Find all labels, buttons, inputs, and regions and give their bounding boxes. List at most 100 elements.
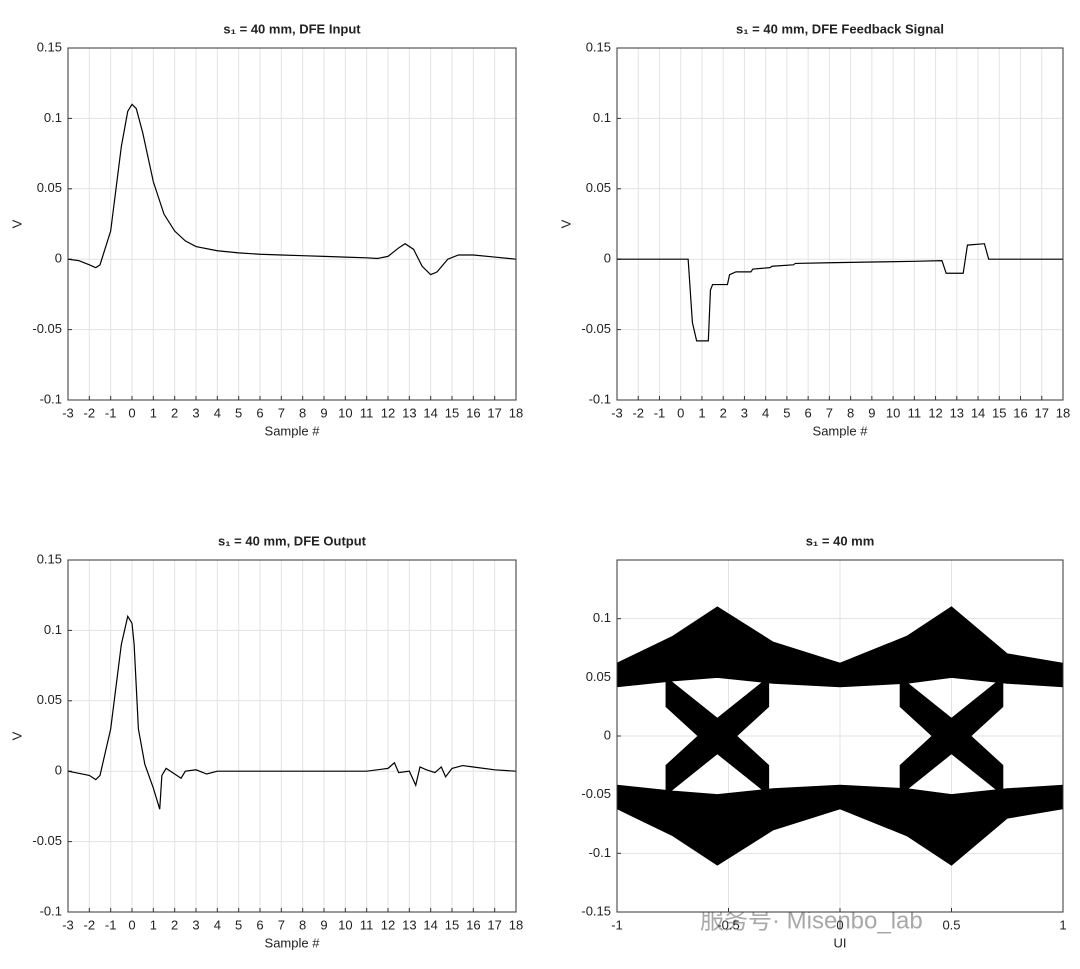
x-tick-label: 10 xyxy=(338,917,352,932)
x-tick-label: 0 xyxy=(128,917,135,932)
plot-area xyxy=(68,48,516,400)
x-tick-label: 9 xyxy=(320,405,327,420)
x-tick-label: 8 xyxy=(299,917,306,932)
x-tick-label: 17 xyxy=(487,405,501,420)
axes-frame xyxy=(616,47,1064,401)
x-tick-label: 18 xyxy=(509,405,523,420)
x-tick-label: 4 xyxy=(214,917,221,932)
chart-title: s₁ = 40 mm, DFE Feedback Signal xyxy=(736,21,944,36)
y-tick-label: -0.05 xyxy=(581,321,611,336)
y-tick-label: 0.1 xyxy=(44,110,62,125)
x-tick-label: 11 xyxy=(360,917,374,932)
y-axis-label: V xyxy=(9,219,24,228)
x-tick-label: -0.5 xyxy=(717,917,739,932)
x-tick-label: 0.5 xyxy=(942,917,960,932)
x-tick-label: -2 xyxy=(84,405,96,420)
x-tick-label: 13 xyxy=(950,405,964,420)
x-tick-label: 4 xyxy=(214,405,221,420)
x-tick-label: 18 xyxy=(1056,405,1070,420)
x-tick-label: 13 xyxy=(402,405,416,420)
y-tick-label: -0.1 xyxy=(40,903,62,918)
x-tick-label: 3 xyxy=(741,405,748,420)
y-tick-label: -0.1 xyxy=(589,391,611,406)
x-tick-label: 14 xyxy=(971,405,985,420)
x-tick-label: 12 xyxy=(928,405,942,420)
plot-area xyxy=(617,48,1063,400)
x-tick-label: 16 xyxy=(1013,405,1027,420)
x-tick-label: -2 xyxy=(632,405,644,420)
x-tick-label: -3 xyxy=(611,405,623,420)
x-tick-label: 3 xyxy=(192,405,199,420)
x-tick-label: 14 xyxy=(423,917,437,932)
chart-title: s₁ = 40 mm xyxy=(806,533,875,548)
x-tick-label: 4 xyxy=(762,405,769,420)
chart-title: s₁ = 40 mm, DFE Output xyxy=(218,533,367,548)
x-tick-label: -3 xyxy=(62,917,74,932)
x-tick-label: 5 xyxy=(235,917,242,932)
x-tick-label: 12 xyxy=(381,405,395,420)
x-tick-label: 1 xyxy=(150,917,157,932)
x-tick-label: 0 xyxy=(677,405,684,420)
x-tick-label: 3 xyxy=(192,917,199,932)
y-tick-label: 0 xyxy=(55,763,62,778)
x-tick-label: 2 xyxy=(720,405,727,420)
y-tick-label: 0.15 xyxy=(586,39,611,54)
signal-line xyxy=(67,614,517,810)
x-tick-label: 7 xyxy=(278,405,285,420)
x-tick-label: 1 xyxy=(1059,917,1066,932)
eye-band xyxy=(665,676,770,796)
x-tick-label: 10 xyxy=(886,405,900,420)
x-tick-label: -1 xyxy=(611,917,623,932)
y-tick-label: 0.1 xyxy=(593,110,611,125)
x-tick-label: 18 xyxy=(509,917,523,932)
y-tick-label: 0.05 xyxy=(586,180,611,195)
x-tick-label: 9 xyxy=(320,917,327,932)
y-axis-label: V xyxy=(9,731,24,740)
y-tick-label: 0.05 xyxy=(586,669,611,684)
x-axis-label: Sample # xyxy=(813,423,869,438)
x-tick-label: -1 xyxy=(105,917,117,932)
x-tick-label: 17 xyxy=(487,917,501,932)
y-tick-label: 0 xyxy=(604,727,611,742)
x-tick-label: -3 xyxy=(62,405,74,420)
x-tick-label: 5 xyxy=(783,405,790,420)
plot-area xyxy=(68,560,516,912)
x-tick-label: 15 xyxy=(445,917,459,932)
eye-band xyxy=(899,676,1004,796)
x-tick-label: 11 xyxy=(908,405,922,420)
y-tick-label: -0.05 xyxy=(32,833,62,848)
y-tick-label: -0.1 xyxy=(40,391,62,406)
x-tick-label: 8 xyxy=(299,405,306,420)
y-tick-label: 0.1 xyxy=(593,610,611,625)
axes-frame xyxy=(67,47,517,401)
x-tick-label: 7 xyxy=(826,405,833,420)
x-tick-label: 1 xyxy=(698,405,705,420)
x-tick-label: 6 xyxy=(256,917,263,932)
y-tick-label: 0.15 xyxy=(37,551,62,566)
x-tick-label: -1 xyxy=(654,405,666,420)
x-tick-label: 15 xyxy=(445,405,459,420)
x-axis-label: Sample # xyxy=(265,423,321,438)
x-tick-label: 15 xyxy=(992,405,1006,420)
signal-line xyxy=(67,103,517,276)
x-tick-label: -1 xyxy=(105,405,117,420)
x-tick-label: 2 xyxy=(171,917,178,932)
x-tick-label: 14 xyxy=(423,405,437,420)
y-tick-label: -0.05 xyxy=(32,321,62,336)
x-tick-label: 5 xyxy=(235,405,242,420)
y-tick-label: 0.05 xyxy=(37,180,62,195)
signal-line xyxy=(617,243,1063,342)
y-tick-label: 0.1 xyxy=(44,622,62,637)
x-axis-label: UI xyxy=(834,935,847,950)
x-tick-label: 9 xyxy=(868,405,875,420)
x-tick-label: 10 xyxy=(338,405,352,420)
x-axis-label: Sample # xyxy=(265,935,321,950)
y-tick-label: 0 xyxy=(55,251,62,266)
x-tick-label: 6 xyxy=(805,405,812,420)
chart-title: s₁ = 40 mm, DFE Input xyxy=(223,21,361,36)
y-tick-label: -0.1 xyxy=(589,845,611,860)
x-tick-label: 11 xyxy=(360,405,374,420)
axes-frame xyxy=(67,559,517,913)
x-tick-label: 17 xyxy=(1035,405,1049,420)
